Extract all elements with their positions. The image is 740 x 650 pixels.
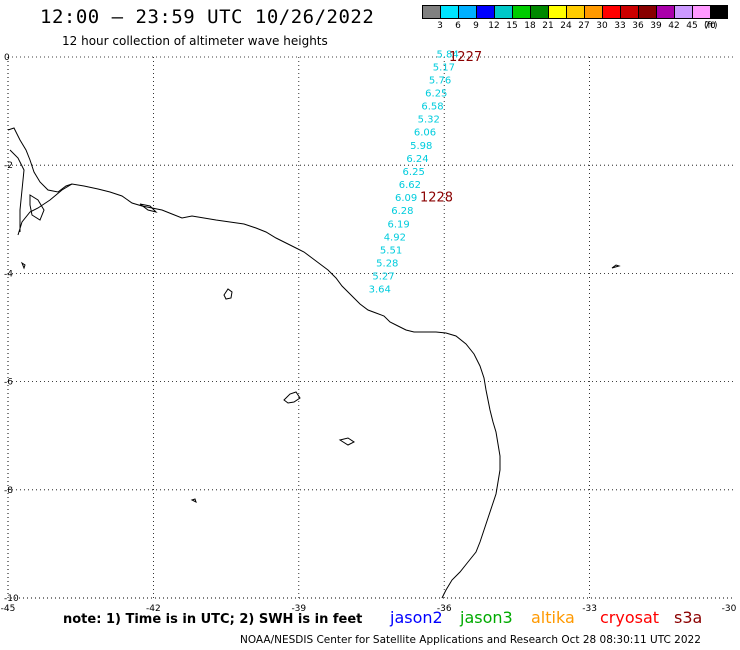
- colorbar-label: 21: [542, 21, 554, 31]
- wave-height-label: 4.92: [384, 232, 406, 243]
- satellite-jason3: jason3: [460, 608, 513, 627]
- satellite-jason2: jason2: [390, 608, 443, 627]
- colorbar-label: 70: [704, 21, 716, 31]
- x-tick-label: -33: [582, 604, 597, 614]
- map-title: 12:00 – 23:59 UTC 10/26/2022: [40, 6, 375, 28]
- wave-height-label: 5.76: [429, 75, 451, 86]
- wave-height-label: 6.58: [421, 102, 443, 113]
- colorbar-label: 12: [488, 21, 500, 31]
- colorbar-swatch: [620, 5, 638, 19]
- island-2: [283, 391, 301, 404]
- colorbar-swatch: [476, 5, 494, 19]
- credit-line: NOAA/NESDIS Center for Satellite Applica…: [240, 634, 701, 646]
- colorbar-label: 15: [506, 21, 518, 31]
- colorbar-swatch: [710, 5, 728, 19]
- wave-height-label: 6.28: [391, 206, 413, 217]
- colorbar-label: 30: [596, 21, 608, 31]
- x-tick-label: -45: [1, 604, 16, 614]
- colorbar-swatch: [656, 5, 674, 19]
- colorbar-label: 36: [632, 21, 644, 31]
- axis-ticks: -45 -42 -39 -36 -33 -30 0 -2 -4 -6 -8 -10: [1, 53, 737, 614]
- colorbar-swatch: [530, 5, 548, 19]
- colorbar-swatch: [548, 5, 566, 19]
- colorbar: [422, 5, 728, 19]
- x-tick-label: -36: [437, 604, 452, 614]
- colorbar-label: 6: [455, 21, 461, 31]
- colorbar-swatch: [692, 5, 710, 19]
- colorbar-swatch: [494, 5, 512, 19]
- satellite-altika: altika: [531, 608, 575, 627]
- wave-height-label: 6.62: [399, 180, 421, 191]
- colorbar-unit: (ft): [704, 21, 718, 31]
- x-tick-label: -39: [291, 604, 306, 614]
- colorbar-swatch: [458, 5, 476, 19]
- colorbar-label: 27: [578, 21, 590, 31]
- island-4: [190, 498, 197, 503]
- wave-height-label: 5.84: [436, 49, 458, 60]
- wave-height-label: 5.51: [380, 245, 402, 256]
- wave-height-label: 3.64: [369, 285, 391, 296]
- colorbar-label: 24: [560, 21, 572, 31]
- colorbar-label: 39: [650, 21, 662, 31]
- colorbar-label: 3: [437, 21, 443, 31]
- colorbar-swatch: [440, 5, 458, 19]
- colorbar-label: 18: [524, 21, 536, 31]
- island-6: [20, 261, 26, 270]
- wave-height-label: 5.98: [410, 141, 432, 152]
- y-tick-label: -4: [4, 269, 13, 279]
- satellite-cryosat: cryosat: [600, 608, 660, 627]
- colorbar-swatch: [674, 5, 692, 19]
- wave-height-label: 6.25: [403, 167, 425, 178]
- y-tick-label: -2: [4, 161, 13, 171]
- colorbar-label: 33: [614, 21, 626, 31]
- wave-height-label: 5.27: [372, 272, 394, 283]
- time-label: 1228: [420, 191, 453, 206]
- wave-height-label: 5.32: [418, 115, 440, 126]
- colorbar-swatch: [584, 5, 602, 19]
- y-tick-label: 0: [4, 53, 10, 63]
- y-tick-label: -8: [4, 486, 13, 496]
- colorbar-label: 9: [473, 21, 479, 31]
- wave-height-label: 6.06: [414, 128, 436, 139]
- colorbar-swatch: [566, 5, 584, 19]
- map-grid: [7, 56, 735, 599]
- colorbar-swatch: [602, 5, 620, 19]
- y-tick-label: -10: [4, 594, 19, 604]
- colorbar-label: 42: [668, 21, 680, 31]
- colorbar-swatch: [638, 5, 656, 19]
- island-5: [611, 264, 621, 269]
- wave-height-label: 6.09: [395, 193, 417, 204]
- footnote: note: 1) Time is in UTC; 2) SWH is in fe…: [63, 612, 363, 627]
- wave-height-label: 6.19: [387, 219, 409, 230]
- colorbar-label: 45: [686, 21, 698, 31]
- altimeter-track: 5.84 5.17 5.76 6.25 6.58 5.32 6.06 5.98 6.24 6.25…: [369, 49, 483, 295]
- map-subtitle: 12 hour collection of altimeter wave hei…: [62, 34, 328, 48]
- wave-height-label: 6.24: [406, 154, 428, 165]
- map-frame: [7, 57, 735, 599]
- colorbar-swatch: [422, 5, 440, 19]
- colorbar-labels: 3 6 9 12 15 18 21 24 27 30 33 36 39 42 45 70: [422, 21, 719, 31]
- y-tick-label: -6: [4, 378, 13, 388]
- island-3: [338, 437, 355, 446]
- wave-height-label: 5.17: [433, 62, 455, 73]
- x-tick-label: -42: [146, 604, 161, 614]
- coastline: [17, 183, 501, 599]
- x-tick-label: -30: [722, 604, 737, 614]
- satellite-s3a: s3a: [674, 608, 703, 627]
- island-1: [223, 288, 233, 300]
- wave-height-label: 5.28: [376, 258, 398, 269]
- coastline-north: [7, 127, 158, 232]
- wave-height-label: 6.25: [425, 89, 447, 100]
- time-label: 1227: [449, 50, 482, 65]
- colorbar-swatch: [512, 5, 530, 19]
